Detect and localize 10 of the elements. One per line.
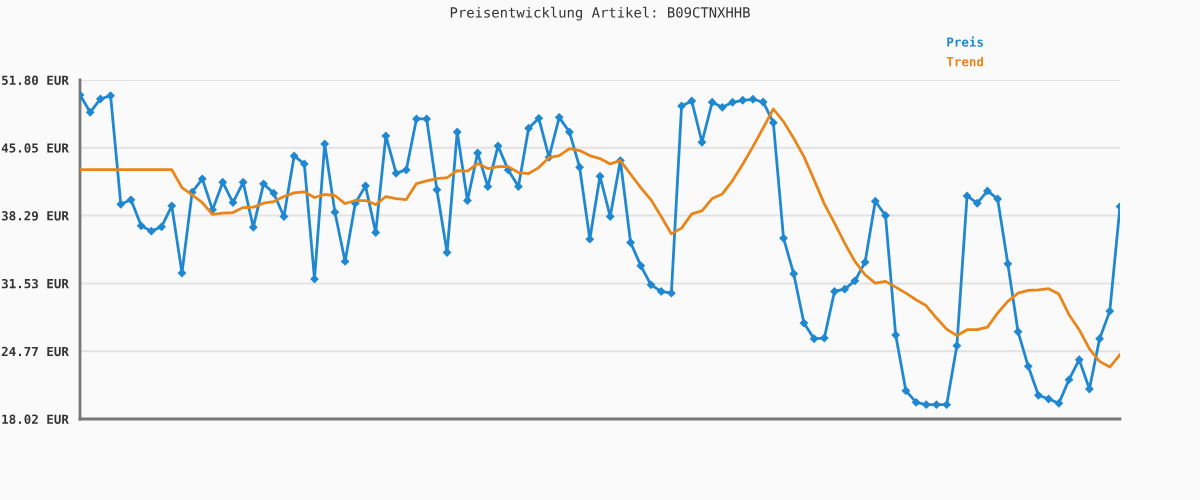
line-series [80, 107, 1120, 369]
y-tick-label: 31.53 EUR [1, 278, 69, 289]
y-tick-label: 38.29 EUR [1, 211, 69, 221]
y-tick-label: 51.80 EUR [2, 75, 69, 85]
y-tick-label: 18.02 EUR [2, 414, 69, 424]
text: Trend [946, 56, 984, 67]
chart-title: Preisentwicklung Artikel: B09CTNXHHB [450, 6, 750, 21]
y-tick-label: 24.77 EUR [1, 346, 69, 357]
y-tick-label: 45.05 EUR [1, 143, 69, 153]
text: Preis [947, 36, 983, 47]
